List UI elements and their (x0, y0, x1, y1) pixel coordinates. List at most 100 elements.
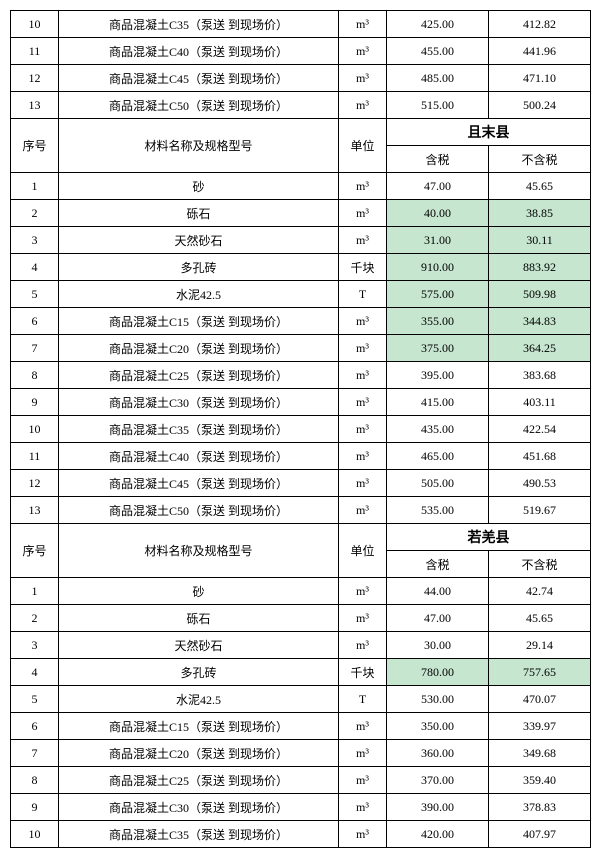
b3-unit-3: 千块 (339, 659, 387, 686)
b2-name-9: 商品混凝土C35（泵送 到现场价） (59, 416, 339, 443)
header-notax: 不含税 (489, 146, 591, 173)
b3-seq-2: 3 (11, 632, 59, 659)
b2-tax-10: 465.00 (387, 443, 489, 470)
table-row: 11商品混凝土C40（泵送 到现场价）m³465.00451.68 (11, 443, 591, 470)
table-row: 5水泥42.5T575.00509.98 (11, 281, 591, 308)
header-unit: 单位 (339, 119, 387, 173)
table-row: 9商品混凝土C30（泵送 到现场价）m³415.00403.11 (11, 389, 591, 416)
b3-name-3: 多孔砖 (59, 659, 339, 686)
b3-notax-5: 339.97 (489, 713, 591, 740)
b2-notax-10: 451.68 (489, 443, 591, 470)
b3-notax-4: 470.07 (489, 686, 591, 713)
table-row: 10商品混凝土C35（泵送 到现场价）m³425.00412.82 (11, 11, 591, 38)
header-notax: 不含税 (489, 551, 591, 578)
b3-seq-6: 7 (11, 740, 59, 767)
b2-tax-3: 910.00 (387, 254, 489, 281)
table-row: 1砂m³47.0045.65 (11, 173, 591, 200)
b2-name-5: 商品混凝土C15（泵送 到现场价） (59, 308, 339, 335)
table-row: 11商品混凝土C40（泵送 到现场价）m³455.00441.96 (11, 38, 591, 65)
b3-seq-7: 8 (11, 767, 59, 794)
b2-notax-8: 403.11 (489, 389, 591, 416)
b2-tax-6: 375.00 (387, 335, 489, 362)
b2-seq-3: 4 (11, 254, 59, 281)
b1-unit-1: m³ (339, 38, 387, 65)
table-row: 10商品混凝土C35（泵送 到现场价）m³435.00422.54 (11, 416, 591, 443)
header-unit: 单位 (339, 524, 387, 578)
table-row: 13商品混凝土C50（泵送 到现场价）m³535.00519.67 (11, 497, 591, 524)
b3-unit-9: m³ (339, 821, 387, 848)
b1-tax-2: 485.00 (387, 65, 489, 92)
b3-notax-7: 359.40 (489, 767, 591, 794)
b2-seq-9: 10 (11, 416, 59, 443)
b3-unit-6: m³ (339, 740, 387, 767)
b2-notax-6: 364.25 (489, 335, 591, 362)
b2-notax-2: 30.11 (489, 227, 591, 254)
b2-unit-12: m³ (339, 497, 387, 524)
b1-tax-3: 515.00 (387, 92, 489, 119)
b2-unit-10: m³ (339, 443, 387, 470)
b2-name-0: 砂 (59, 173, 339, 200)
b3-name-1: 砾石 (59, 605, 339, 632)
b3-tax-0: 44.00 (387, 578, 489, 605)
b2-unit-2: m³ (339, 227, 387, 254)
b3-name-5: 商品混凝土C15（泵送 到现场价） (59, 713, 339, 740)
b3-name-8: 商品混凝土C30（泵送 到现场价） (59, 794, 339, 821)
b3-name-4: 水泥42.5 (59, 686, 339, 713)
b2-tax-0: 47.00 (387, 173, 489, 200)
b3-tax-2: 30.00 (387, 632, 489, 659)
b2-tax-5: 355.00 (387, 308, 489, 335)
b2-seq-1: 2 (11, 200, 59, 227)
b2-notax-12: 519.67 (489, 497, 591, 524)
b3-notax-1: 45.65 (489, 605, 591, 632)
b1-name-1: 商品混凝土C40（泵送 到现场价） (59, 38, 339, 65)
table-row: 2砾石m³47.0045.65 (11, 605, 591, 632)
b3-name-6: 商品混凝土C20（泵送 到现场价） (59, 740, 339, 767)
b2-seq-4: 5 (11, 281, 59, 308)
table-row: 4多孔砖千块910.00883.92 (11, 254, 591, 281)
b3-notax-9: 407.97 (489, 821, 591, 848)
b3-notax-8: 378.83 (489, 794, 591, 821)
b2-name-7: 商品混凝土C25（泵送 到现场价） (59, 362, 339, 389)
table-row: 8商品混凝土C25（泵送 到现场价）m³370.00359.40 (11, 767, 591, 794)
b3-seq-0: 1 (11, 578, 59, 605)
table-row: 7商品混凝土C20（泵送 到现场价）m³375.00364.25 (11, 335, 591, 362)
b2-tax-12: 535.00 (387, 497, 489, 524)
b2-unit-1: m³ (339, 200, 387, 227)
b3-tax-5: 350.00 (387, 713, 489, 740)
b3-tax-8: 390.00 (387, 794, 489, 821)
b3-unit-1: m³ (339, 605, 387, 632)
header-county-ruoqiang: 若羌县 (387, 524, 591, 551)
b2-seq-11: 12 (11, 470, 59, 497)
b2-name-6: 商品混凝土C20（泵送 到现场价） (59, 335, 339, 362)
b2-name-1: 砾石 (59, 200, 339, 227)
b3-notax-0: 42.74 (489, 578, 591, 605)
b2-tax-2: 31.00 (387, 227, 489, 254)
b2-unit-3: 千块 (339, 254, 387, 281)
header-seq: 序号 (11, 119, 59, 173)
b2-unit-7: m³ (339, 362, 387, 389)
b2-notax-11: 490.53 (489, 470, 591, 497)
b3-tax-6: 360.00 (387, 740, 489, 767)
b3-unit-0: m³ (339, 578, 387, 605)
b2-unit-8: m³ (339, 389, 387, 416)
b3-seq-9: 10 (11, 821, 59, 848)
b1-notax-2: 471.10 (489, 65, 591, 92)
material-price-table: 10商品混凝土C35（泵送 到现场价）m³425.00412.8211商品混凝土… (10, 10, 591, 848)
b2-seq-10: 11 (11, 443, 59, 470)
b3-unit-8: m³ (339, 794, 387, 821)
table-row: 6商品混凝土C15（泵送 到现场价）m³355.00344.83 (11, 308, 591, 335)
b2-seq-12: 13 (11, 497, 59, 524)
b2-name-2: 天然砂石 (59, 227, 339, 254)
table-row: 3天然砂石m³30.0029.14 (11, 632, 591, 659)
b3-unit-5: m³ (339, 713, 387, 740)
b2-name-4: 水泥42.5 (59, 281, 339, 308)
b3-tax-7: 370.00 (387, 767, 489, 794)
header-seq: 序号 (11, 524, 59, 578)
b2-unit-5: m³ (339, 308, 387, 335)
b2-name-10: 商品混凝土C40（泵送 到现场价） (59, 443, 339, 470)
b1-unit-3: m³ (339, 92, 387, 119)
b2-notax-7: 383.68 (489, 362, 591, 389)
b1-notax-3: 500.24 (489, 92, 591, 119)
b2-notax-4: 509.98 (489, 281, 591, 308)
header-name: 材料名称及规格型号 (59, 524, 339, 578)
